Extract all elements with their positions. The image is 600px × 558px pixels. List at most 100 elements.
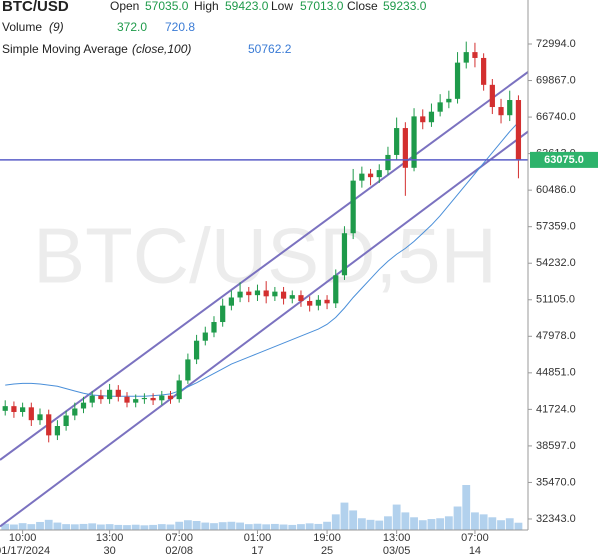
- candle-body: [341, 233, 348, 276]
- volume-bar: [331, 514, 340, 530]
- volume-bar: [44, 519, 53, 530]
- volume-bar: [297, 524, 305, 530]
- candle-body: [333, 275, 339, 304]
- candle-body: [446, 98, 452, 103]
- volume-bar: [236, 522, 244, 530]
- candle-body: [454, 62, 461, 99]
- candle-body: [89, 395, 95, 403]
- open-label: Open: [110, 0, 139, 13]
- volume-bar: [488, 517, 497, 530]
- candle-body: [228, 297, 234, 306]
- volume-bar: [427, 519, 436, 530]
- y-tick-label: 54232.0: [536, 257, 576, 269]
- y-tick-label: 69867.0: [536, 74, 576, 86]
- candle-body: [80, 402, 87, 409]
- volume-bar: [505, 518, 514, 530]
- volume-param: (9): [49, 20, 64, 34]
- volume-bar: [210, 523, 218, 530]
- volume-bar: [401, 512, 410, 530]
- y-tick-label: 57359.0: [536, 221, 576, 233]
- volume-average: 720.8: [165, 20, 195, 34]
- volume-bar: [183, 520, 192, 530]
- volume-bar: [36, 521, 44, 530]
- y-tick-label: 41724.0: [536, 403, 576, 415]
- volume-bar: [314, 523, 323, 530]
- volume-bar: [384, 516, 392, 530]
- volume-bar: [114, 524, 123, 530]
- volume-bar: [166, 524, 175, 530]
- volume-bar: [1, 523, 10, 530]
- candle-body: [359, 173, 365, 181]
- symbol: BTC/USD: [2, 0, 69, 15]
- volume-bar: [131, 524, 140, 530]
- volume-value: 372.0: [117, 20, 147, 34]
- volume-bar: [453, 506, 462, 530]
- close-value: 59233.0: [383, 0, 427, 13]
- high-label: High: [194, 0, 219, 13]
- candle-body: [411, 116, 417, 168]
- candle-body: [507, 100, 513, 116]
- volume-bar: [436, 518, 445, 530]
- volume-bar: [279, 524, 288, 530]
- plot-area: [0, 41, 528, 530]
- trendline: [0, 71, 528, 461]
- volume-bar: [149, 524, 158, 530]
- y-tick-label: 44851.0: [536, 367, 576, 379]
- x-tick-label: 07:00: [165, 532, 193, 544]
- candle-body: [167, 395, 174, 400]
- x-tick-date: 25: [321, 545, 333, 557]
- volume-bar: [244, 524, 253, 530]
- x-tick-label: 13:00: [383, 532, 411, 544]
- y-tick-label: 72994.0: [536, 38, 576, 50]
- close-label: Close: [347, 0, 378, 13]
- y-tick-label: 32343.0: [536, 513, 576, 525]
- price-label-box: [530, 151, 598, 168]
- candle-body: [185, 359, 191, 381]
- candle-body: [193, 340, 200, 360]
- candle-body: [2, 406, 8, 411]
- candle-body: [428, 111, 435, 123]
- candle-body: [159, 395, 165, 401]
- header: BTC/USD Open 57035.0 High 59423.0 Low 57…: [2, 0, 427, 56]
- volume-bar: [340, 502, 349, 530]
- volume-bar: [270, 523, 279, 530]
- candle-body: [367, 173, 374, 178]
- candle-body: [106, 389, 113, 400]
- candle-body: [220, 305, 226, 323]
- candle-body: [246, 291, 252, 296]
- volume-bar: [349, 510, 358, 530]
- sma-line: [5, 121, 519, 397]
- volume-bar: [418, 520, 427, 530]
- volume-bar: [462, 485, 471, 530]
- candle-body: [176, 380, 182, 400]
- candle-body: [289, 295, 295, 299]
- volume-bar: [497, 520, 505, 530]
- candle-body: [307, 300, 313, 306]
- volume-bar: [192, 521, 201, 530]
- candle-body: [298, 295, 304, 301]
- candle-body: [350, 180, 356, 234]
- candle-body: [72, 408, 78, 416]
- candle-body: [481, 57, 487, 85]
- y-tick-label: 47978.0: [536, 330, 576, 342]
- x-tick-label: 01:00: [244, 532, 272, 544]
- volume-bar: [96, 524, 105, 530]
- volume-bar: [201, 522, 210, 530]
- candle-body: [376, 170, 382, 178]
- y-tick-label: 66740.0: [536, 111, 576, 123]
- candle-body: [263, 290, 269, 297]
- volume-bar: [262, 524, 271, 530]
- candle-body: [515, 100, 522, 160]
- x-tick-date: 02/08: [165, 545, 193, 557]
- x-tick-label: 10:00: [9, 532, 37, 544]
- volume-bar: [357, 518, 366, 530]
- candle-body: [20, 407, 26, 412]
- x-tick-date: 30: [103, 545, 115, 557]
- volume-bar: [444, 516, 453, 530]
- candle-body: [420, 116, 426, 123]
- volume-bar: [323, 521, 331, 530]
- volume-bar: [27, 524, 36, 530]
- volume-bar: [479, 514, 488, 530]
- volume-bar: [62, 524, 71, 530]
